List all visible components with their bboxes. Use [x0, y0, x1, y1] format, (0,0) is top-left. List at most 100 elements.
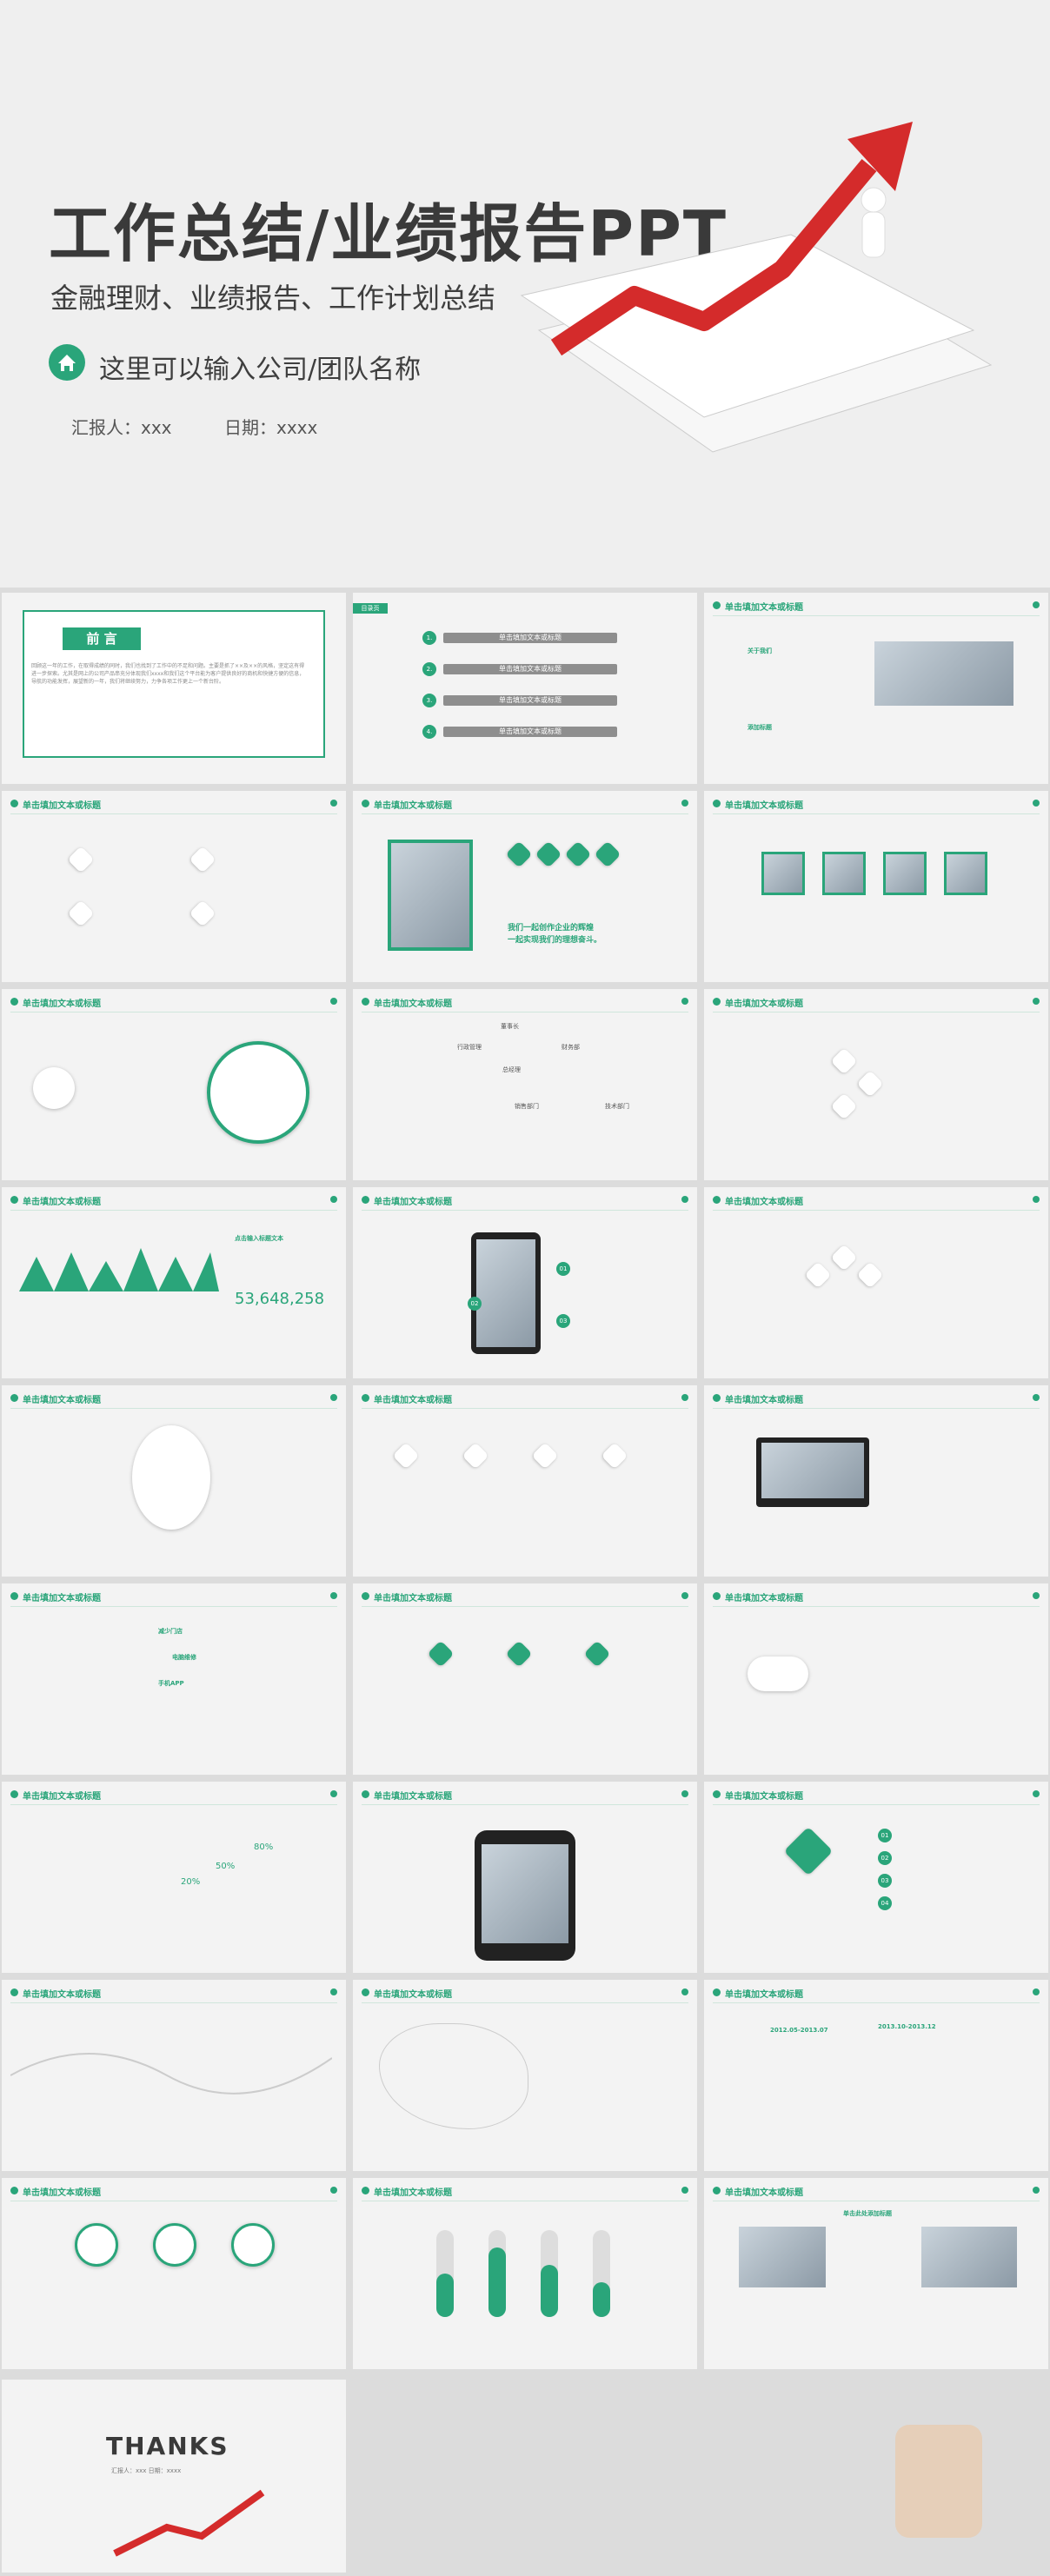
tablet-image [471, 1232, 541, 1354]
slogan-2: 一起实现我们的理想奋斗。 [508, 936, 602, 945]
slide-thanks[interactable]: THANKS 汇报人：xxx 日期：xxxx [2, 2380, 346, 2573]
toc-num-4: 4. [422, 725, 436, 739]
stat-number: 53,648,258 [235, 1290, 325, 1308]
date-1: 2012.05-2013.07 [770, 2027, 828, 2034]
peak-chart [19, 1248, 219, 1291]
badge-02: 02 [468, 1297, 482, 1311]
slide-header: 单击填加文本或标题 [362, 996, 452, 1009]
slide-about[interactable]: 单击填加文本或标题 关于我们 添加标题 [704, 593, 1048, 784]
slide-9[interactable]: 单击填加文本或标题 [704, 989, 1048, 1180]
slide-5[interactable]: 单击填加文本或标题 我们一起创作企业的辉煌 一起实现我们的理想奋斗。 [353, 791, 697, 982]
toc-item-3[interactable]: 单击填加文本或标题 [443, 695, 617, 706]
toc-item-1[interactable]: 单击填加文本或标题 [443, 633, 617, 643]
slide-header: 单击填加文本或标题 [713, 2185, 803, 2198]
slide-27[interactable]: 单击填加文本或标题 单击此处添加标题 [704, 2178, 1048, 2369]
slide-header: 单击填加文本或标题 [362, 1789, 452, 1802]
slide-25[interactable]: 单击填加文本或标题 [2, 2178, 346, 2369]
slide-26[interactable]: 单击填加文本或标题 [353, 2178, 697, 2369]
slide-23[interactable]: 单击填加文本或标题 [353, 1980, 697, 2171]
toc-label: 目录页 [353, 603, 388, 614]
toc-item-4[interactable]: 单击填加文本或标题 [443, 727, 617, 737]
slide-4[interactable]: 单击填加文本或标题 [2, 791, 346, 982]
slide-14[interactable]: 单击填加文本或标题 [353, 1385, 697, 1577]
badge-03: 03 [556, 1314, 570, 1328]
photo [739, 2227, 826, 2287]
slide-header: 单击填加文本或标题 [10, 1590, 101, 1603]
item-a: 减少门店 [158, 1628, 183, 1635]
slide-header: 单击填加文本或标题 [713, 996, 803, 1009]
date-2: 2013.10-2013.12 [878, 2023, 936, 2030]
slide-header: 单击填加文本或标题 [10, 996, 101, 1009]
slide-22[interactable]: 单击填加文本或标题 [2, 1980, 346, 2171]
slide-header: 单击填加文本或标题 [10, 2185, 101, 2198]
slide-header: 单击填加文本或标题 [10, 1789, 101, 1802]
slide-24[interactable]: 单击填加文本或标题 2012.05-2013.07 2013.10-2013.1… [704, 1980, 1048, 2171]
phone-image [475, 1830, 575, 1961]
toc-num-2: 2. [422, 662, 436, 676]
org-top: 董事长 [501, 1023, 519, 1030]
org-left: 行政管理 [457, 1044, 482, 1051]
slide-17[interactable]: 单击填加文本或标题 [353, 1583, 697, 1775]
pct-50: 50% [216, 1862, 236, 1871]
photo [921, 2227, 1017, 2287]
slide-header: 单击填加文本或标题 [713, 1392, 803, 1405]
slide-10[interactable]: 单击填加文本或标题 点击输入标题文本 53,648,258 [2, 1187, 346, 1378]
cover-title: 工作总结/业绩报告PPT [49, 197, 728, 270]
about-more: 添加标题 [748, 724, 772, 731]
laptop-image [756, 1437, 869, 1507]
slide-6[interactable]: 单击填加文本或标题 [704, 791, 1048, 982]
slide27-title: 单击此处添加标题 [843, 2210, 892, 2217]
slide-header: 单击填加文本或标题 [362, 1987, 452, 2000]
badge-01: 01 [556, 1262, 570, 1276]
item-b: 电脑维修 [172, 1654, 196, 1661]
slide-header: 单击填加文本或标题 [362, 1194, 452, 1207]
slide-header: 单击填加文本或标题 [10, 798, 101, 811]
preface-text: 回顾这一年的工作，在取得成绩的同时，我们也找到了工作中的不足和问题。主要是抓了×… [31, 663, 305, 685]
org-mid2: 财务部 [562, 1044, 580, 1051]
slide-12[interactable]: 单击填加文本或标题 [704, 1187, 1048, 1378]
slide-11[interactable]: 单击填加文本或标题 01 02 03 [353, 1187, 697, 1378]
cover-slide[interactable]: 工作总结/业绩报告PPT 金融理财、业绩报告、工作计划总结 这里可以输入公司/团… [0, 0, 1050, 588]
slide-16[interactable]: 单击填加文本或标题 减少门店 电脑维修 手机APP [2, 1583, 346, 1775]
slide-toc[interactable]: 目录页 1. 单击填加文本或标题 2. 单击填加文本或标题 3. 单击填加文本或… [353, 593, 697, 784]
slide-header: 单击填加文本或标题 [713, 798, 803, 811]
brand-watermark [895, 2425, 982, 2538]
slide-header: 单击填加文本或标题 [713, 1590, 803, 1603]
pct-80: 80% [254, 1842, 274, 1852]
photo [388, 840, 473, 951]
home-icon [49, 344, 85, 381]
slogan-1: 我们一起创作企业的辉煌 [508, 924, 595, 933]
cover-date: 日期：xxxx [224, 417, 318, 438]
slide-header: 单击填加文本或标题 [713, 1194, 803, 1207]
badge: 01 [878, 1829, 892, 1842]
photo [874, 641, 1013, 706]
toc-num-3: 3. [422, 694, 436, 707]
slide-header: 单击填加文本或标题 [10, 1392, 101, 1405]
slide-header: 单击填加文本或标题 [362, 1590, 452, 1603]
cover-reporter: 汇报人：xxx [71, 417, 172, 438]
toc-item-2[interactable]: 单击填加文本或标题 [443, 664, 617, 674]
slide-13[interactable]: 单击填加文本或标题 [2, 1385, 346, 1577]
badge: 02 [878, 1851, 892, 1865]
slide-20[interactable]: 单击填加文本或标题 [353, 1782, 697, 1973]
slide-preface[interactable]: 前 言 回顾这一年的工作，在取得成绩的同时，我们也找到了工作中的不足和问题。主要… [2, 593, 346, 784]
preface-heading: 前 言 [63, 627, 141, 650]
slide-18[interactable]: 单击填加文本或标题 [704, 1583, 1048, 1775]
slide-21[interactable]: 单击填加文本或标题 01 02 03 04 [704, 1782, 1048, 1973]
org-dept2: 技术部门 [605, 1103, 629, 1110]
thanks-arrow [113, 2489, 265, 2557]
badge: 04 [878, 1896, 892, 1910]
slide-19[interactable]: 单击填加文本或标题 80% 50% 20% [2, 1782, 346, 1973]
stat-title: 点击输入标题文本 [235, 1235, 283, 1242]
badge: 03 [878, 1874, 892, 1888]
cover-company: 这里可以输入公司/团队名称 [99, 355, 422, 385]
slide-8[interactable]: 单击填加文本或标题 董事长 行政管理 财务部 总经理 销售部门 技术部门 [353, 989, 697, 1180]
slide-7[interactable]: 单击填加文本或标题 [2, 989, 346, 1180]
slide-header: 单击填加文本或标题 [10, 1987, 101, 2000]
slide-15[interactable]: 单击填加文本或标题 [704, 1385, 1048, 1577]
slide-header: 单击填加文本或标题 [362, 2185, 452, 2198]
slide-header: 单击填加文本或标题 [10, 1194, 101, 1207]
org-mid1: 总经理 [502, 1066, 521, 1073]
cover-subtitle: 金融理财、业绩报告、工作计划总结 [50, 282, 496, 315]
slide-header: 单击填加文本或标题 [713, 1987, 803, 2000]
